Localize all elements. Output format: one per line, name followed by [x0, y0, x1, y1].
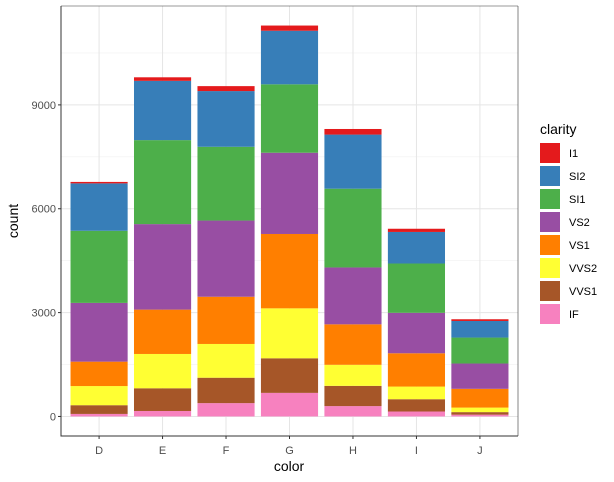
- bar-I-VVS1: [387, 399, 446, 412]
- bar-J-IF: [451, 414, 509, 417]
- y-tick-label: 6000: [32, 204, 56, 216]
- bar-H-VVS2: [324, 364, 382, 386]
- bar-D-I1: [70, 181, 128, 184]
- x-tick-label: J: [477, 445, 483, 457]
- x-tick-label: I: [415, 445, 418, 457]
- bar-H-SI2: [324, 134, 382, 189]
- bar-E-VS1: [133, 309, 192, 354]
- bar-G-VVS2: [260, 308, 319, 359]
- bar-G-VS1: [260, 233, 319, 309]
- legend-key-VS1: [540, 235, 560, 255]
- bar-D-SI1: [70, 230, 128, 303]
- bar-F-SI1: [197, 146, 255, 221]
- x-tick-label: G: [285, 445, 294, 457]
- bar-G-VS2: [260, 152, 319, 234]
- bar-E-VVS1: [133, 388, 192, 411]
- bar-H-I1: [324, 128, 382, 135]
- bar-D-IF: [70, 413, 128, 417]
- bar-F-VVS2: [197, 343, 255, 378]
- legend-label: VS2: [569, 217, 590, 229]
- bar-H-VVS1: [324, 385, 382, 407]
- bar-D-VVS1: [70, 405, 128, 414]
- legend-label: SI2: [569, 171, 586, 183]
- legend-key-VVS2: [540, 258, 560, 278]
- bar-G-IF: [260, 392, 319, 417]
- bar-F-VS2: [197, 220, 255, 297]
- legend-key-I1: [540, 143, 560, 163]
- bar-E-IF: [133, 410, 192, 417]
- x-tick-label: F: [223, 445, 230, 457]
- bar-J-VVS1: [451, 412, 509, 415]
- bar-I-I1: [387, 228, 446, 232]
- legend-key-VVS1: [540, 281, 560, 301]
- bar-J-I1: [451, 319, 509, 321]
- bar-F-VVS1: [197, 377, 255, 404]
- bar-I-IF: [387, 411, 446, 417]
- bar-F-VS1: [197, 296, 255, 344]
- bar-J-VS2: [451, 363, 509, 389]
- bar-F-I1: [197, 86, 255, 92]
- bar-E-I1: [133, 77, 192, 81]
- legend-title: clarity: [540, 121, 577, 137]
- legend-label: VVS1: [569, 286, 597, 298]
- x-tick-label: H: [349, 445, 357, 457]
- bar-D-SI2: [70, 183, 128, 231]
- legend-key-SI2: [540, 166, 560, 186]
- bar-J-VVS2: [451, 407, 509, 413]
- bar-I-VS1: [387, 353, 446, 387]
- bar-G-VVS1: [260, 358, 319, 393]
- bar-J-VS1: [451, 388, 509, 408]
- bar-H-IF: [324, 406, 382, 417]
- bar-G-SI1: [260, 84, 319, 153]
- legend-label: SI1: [569, 194, 586, 206]
- y-tick-label: 3000: [32, 308, 56, 320]
- bar-F-IF: [197, 403, 255, 417]
- legend-key-SI1: [540, 189, 560, 209]
- bar-H-VS2: [324, 267, 382, 325]
- bar-F-SI2: [197, 91, 255, 147]
- bar-I-VVS2: [387, 386, 446, 400]
- bar-D-VS1: [70, 361, 128, 387]
- bar-D-VS2: [70, 302, 128, 362]
- bar-E-SI2: [133, 80, 192, 141]
- bar-I-VS2: [387, 312, 446, 354]
- bar-D-VVS2: [70, 386, 128, 406]
- legend-label: VS1: [569, 240, 590, 252]
- x-tick-label: E: [159, 445, 166, 457]
- legend-label: IF: [569, 309, 579, 321]
- bar-H-SI1: [324, 188, 382, 268]
- bar-J-SI1: [451, 337, 509, 364]
- bar-G-SI2: [260, 30, 319, 85]
- bar-E-VVS2: [133, 353, 192, 389]
- legend-key-VS2: [540, 212, 560, 232]
- bar-I-SI2: [387, 231, 446, 264]
- y-tick-label: 9000: [32, 100, 56, 112]
- axis-lines: [60, 6, 518, 437]
- bar-G-I1: [260, 25, 319, 31]
- bar-J-SI2: [451, 320, 509, 338]
- bar-E-VS2: [133, 224, 192, 310]
- bar-I-SI1: [387, 263, 446, 313]
- legend-key-IF: [540, 304, 560, 324]
- y-tick-label: 0: [50, 411, 56, 423]
- bar-E-SI1: [133, 140, 192, 225]
- legend-label: VVS2: [569, 263, 597, 275]
- x-axis-label: color: [274, 458, 305, 474]
- y-axis-label: count: [5, 204, 21, 238]
- x-tick-label: D: [95, 445, 103, 457]
- bar-H-VS1: [324, 324, 382, 365]
- legend-label: I1: [569, 148, 578, 160]
